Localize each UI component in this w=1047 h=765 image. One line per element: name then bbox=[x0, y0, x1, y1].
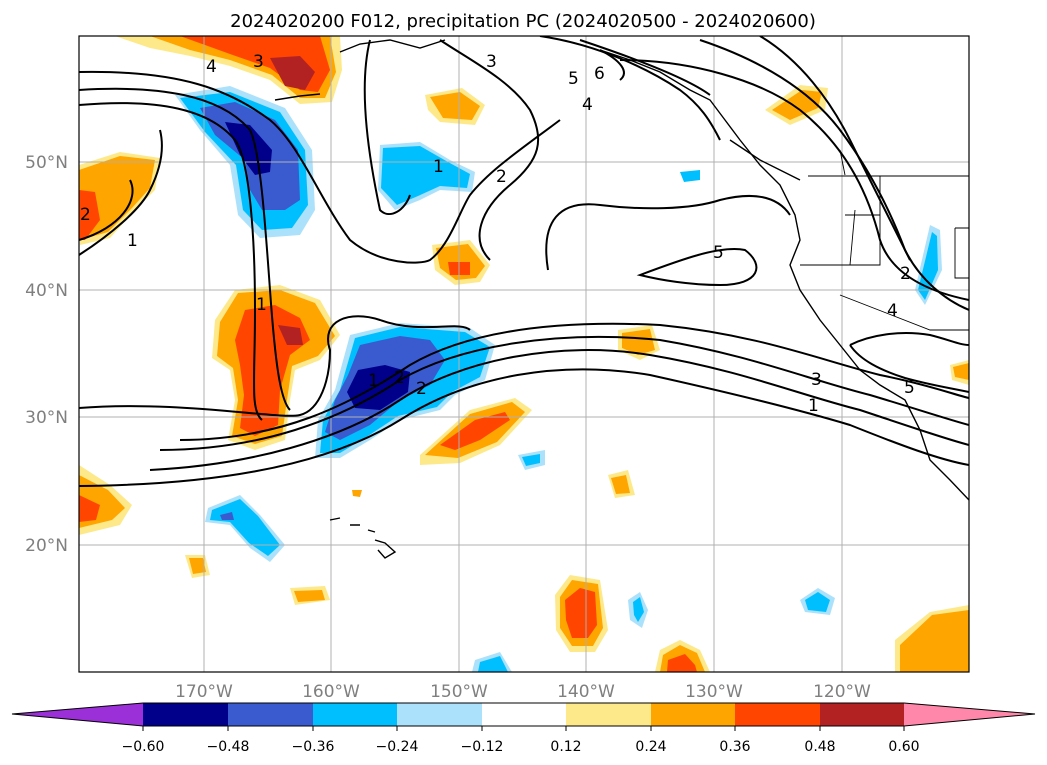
colorbar-segment bbox=[735, 703, 820, 726]
colorbar-tick-label: 0.12 bbox=[550, 739, 581, 755]
figure-title: 2024020200 F012, precipitation PC (20240… bbox=[230, 11, 816, 32]
lon-label-170w: 170°W bbox=[175, 682, 233, 702]
colorbar-tick-label: −0.12 bbox=[461, 739, 504, 755]
colorbar-segment bbox=[143, 703, 228, 726]
lon-label-140w: 140°W bbox=[557, 682, 615, 702]
colorbar-segment bbox=[651, 703, 735, 726]
colorbar: −0.60 −0.48 −0.36 −0.24 −0.12 0.12 0.24 … bbox=[11, 702, 1036, 755]
colorbar-segment bbox=[397, 703, 482, 726]
contour-labels: 4 3 3 5 6 4 1 2 2 1 5 1 2 3 1 4 2 2 5 1 bbox=[80, 52, 915, 416]
contour-label: 1 bbox=[808, 396, 819, 416]
lon-label-160w: 160°W bbox=[302, 682, 360, 702]
contour-label: 1 bbox=[256, 295, 267, 315]
contour-label: 2 bbox=[416, 379, 427, 399]
colorbar-segment bbox=[820, 703, 904, 726]
lat-label-50n: 50°N bbox=[25, 153, 68, 173]
contour-label: 1 bbox=[368, 371, 379, 391]
map-frame bbox=[78, 35, 970, 673]
contour-label: 4 bbox=[582, 95, 593, 115]
colorbar-tick-label: −0.60 bbox=[122, 739, 165, 755]
lat-label-40n: 40°N bbox=[25, 281, 68, 301]
colorbar-segment bbox=[566, 703, 651, 726]
political-boundaries bbox=[800, 149, 969, 331]
colorbar-extend-min bbox=[12, 703, 143, 726]
contour-label: 1 bbox=[127, 231, 138, 251]
lon-label-130w: 130°W bbox=[685, 682, 743, 702]
colorbar-tick-label: 0.60 bbox=[888, 739, 919, 755]
lat-label-20n: 20°N bbox=[25, 536, 68, 556]
colorbar-tick-label: 0.36 bbox=[719, 739, 750, 755]
colorbar-tick-labels: −0.60 −0.48 −0.36 −0.24 −0.12 0.12 0.24 … bbox=[122, 739, 920, 755]
lon-label-150w: 150°W bbox=[430, 682, 488, 702]
contour-label: 1 bbox=[433, 157, 444, 177]
contour-label: 3 bbox=[486, 52, 497, 72]
map-area: 4 3 3 5 6 4 1 2 2 1 5 1 2 3 1 4 2 2 5 1 bbox=[79, 36, 969, 672]
contour-label: 3 bbox=[811, 370, 822, 390]
latitude-labels: 50°N 40°N 30°N 20°N bbox=[25, 153, 68, 556]
coastlines bbox=[274, 39, 969, 559]
lon-label-120w: 120°W bbox=[813, 682, 871, 702]
contour-label: 4 bbox=[206, 57, 217, 77]
lat-label-30n: 30°N bbox=[25, 408, 68, 428]
colorbar-extend-max bbox=[904, 703, 1035, 726]
contour-label: 5 bbox=[568, 69, 579, 89]
contour-label: 5 bbox=[713, 243, 724, 263]
colorbar-tick-label: −0.24 bbox=[376, 739, 419, 755]
contour-label: 3 bbox=[253, 52, 264, 72]
colorbar-tick-label: −0.48 bbox=[207, 739, 250, 755]
colorbar-ticks bbox=[142, 726, 905, 731]
colorbar-tick-label: −0.36 bbox=[292, 739, 335, 755]
longitude-labels: 170°W 160°W 150°W 140°W 130°W 120°W bbox=[175, 682, 871, 702]
contour-label: 2 bbox=[496, 167, 507, 187]
geopotential-contours bbox=[79, 36, 969, 487]
graticule bbox=[79, 36, 969, 672]
contour-label: 2 bbox=[394, 368, 405, 388]
colorbar-segment bbox=[313, 703, 397, 726]
contour-label: 6 bbox=[594, 64, 605, 84]
contour-label: 2 bbox=[900, 264, 911, 284]
colorbar-segment bbox=[482, 703, 566, 726]
contour-label: 5 bbox=[904, 378, 915, 398]
colorbar-tick-label: 0.48 bbox=[804, 739, 835, 755]
contour-label: 2 bbox=[80, 205, 91, 225]
contour-label: 4 bbox=[887, 301, 898, 321]
colorbar-segment bbox=[228, 703, 313, 726]
colorbar-tick-label: 0.24 bbox=[635, 739, 666, 755]
